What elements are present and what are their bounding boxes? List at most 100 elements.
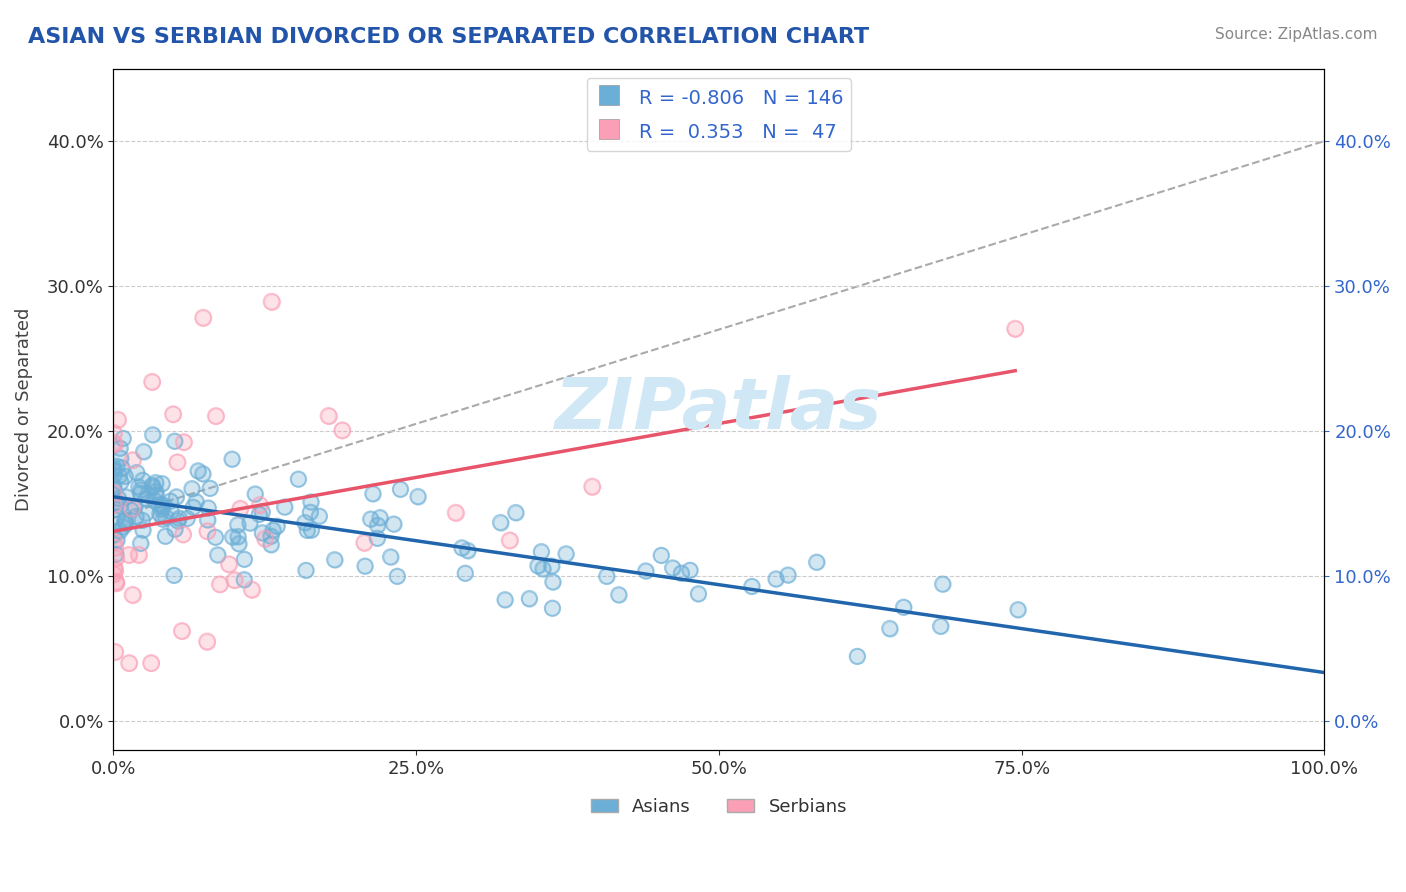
Point <box>114 469 136 483</box>
Point <box>170 624 193 638</box>
Point <box>132 444 155 458</box>
Point <box>114 513 136 527</box>
Point <box>207 548 229 562</box>
Point <box>129 536 152 550</box>
Point <box>120 503 142 517</box>
Point <box>176 511 198 525</box>
Point <box>103 486 125 500</box>
Point <box>380 549 402 564</box>
Point <box>155 529 177 543</box>
Point <box>145 484 167 499</box>
Point <box>366 518 388 533</box>
Point <box>361 486 384 500</box>
Point <box>451 541 474 555</box>
Point <box>166 514 188 528</box>
Point <box>489 516 512 530</box>
Point <box>228 537 250 551</box>
Point <box>166 490 188 504</box>
Point <box>114 515 136 529</box>
Point <box>323 552 346 566</box>
Point <box>104 437 127 451</box>
Point <box>387 569 409 583</box>
Point <box>262 523 284 537</box>
Point <box>166 455 188 469</box>
Point <box>152 498 174 512</box>
Point <box>191 467 214 481</box>
Point <box>247 508 270 522</box>
Point <box>406 490 429 504</box>
Point <box>107 413 129 427</box>
Point <box>121 453 143 467</box>
Point <box>118 656 141 670</box>
Point <box>1004 321 1026 335</box>
Point <box>103 436 125 450</box>
Point <box>105 533 128 548</box>
Point <box>360 512 382 526</box>
Point <box>131 513 153 527</box>
Point <box>139 656 162 670</box>
Point <box>366 518 388 533</box>
Point <box>581 479 603 493</box>
Point <box>131 474 153 488</box>
Point <box>104 551 127 566</box>
Point <box>541 574 564 589</box>
Point <box>121 501 143 516</box>
Point <box>184 494 207 508</box>
Point <box>163 568 186 582</box>
Point <box>103 479 125 493</box>
Point <box>205 409 228 423</box>
Point <box>135 491 157 506</box>
Point <box>229 501 252 516</box>
Point <box>103 467 125 482</box>
Point <box>104 541 127 555</box>
Point <box>145 488 167 502</box>
Point <box>176 511 198 525</box>
Point <box>170 624 193 638</box>
Point <box>198 482 221 496</box>
Point <box>105 533 128 548</box>
Point <box>221 452 243 467</box>
Point <box>193 310 215 325</box>
Point <box>124 500 146 514</box>
Point <box>893 600 915 615</box>
Point <box>389 483 412 497</box>
Point <box>103 436 125 450</box>
Point <box>120 503 142 517</box>
Point <box>679 563 702 577</box>
Point <box>150 500 173 515</box>
Point <box>150 502 173 516</box>
Point <box>260 537 283 551</box>
Point <box>121 588 143 602</box>
Point <box>103 425 125 440</box>
Point <box>299 505 322 519</box>
Point <box>224 573 246 587</box>
Point <box>125 466 148 480</box>
Point <box>330 424 353 438</box>
Point <box>142 427 165 442</box>
Point <box>160 505 183 519</box>
Point <box>353 535 375 549</box>
Point <box>519 591 541 606</box>
Point <box>152 512 174 526</box>
Point <box>142 480 165 494</box>
Point <box>197 501 219 516</box>
Point <box>195 634 218 648</box>
Point <box>104 574 127 589</box>
Point <box>108 468 131 483</box>
Point <box>366 531 388 545</box>
Point <box>218 558 240 572</box>
Point <box>187 464 209 478</box>
Point <box>118 548 141 562</box>
Point <box>103 486 125 500</box>
Point <box>142 427 165 442</box>
Point <box>607 588 630 602</box>
Point <box>103 482 125 496</box>
Point <box>110 499 132 513</box>
Point <box>929 619 952 633</box>
Point <box>103 460 125 475</box>
Point <box>226 530 249 544</box>
Point <box>121 501 143 516</box>
Point <box>299 495 322 509</box>
Point <box>260 529 283 543</box>
Point <box>152 498 174 512</box>
